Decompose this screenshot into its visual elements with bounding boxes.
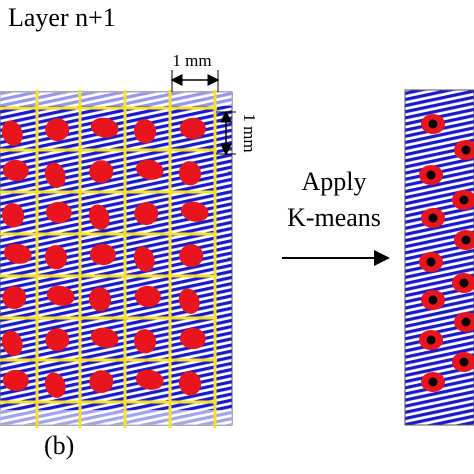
panel-edge	[0, 410, 232, 425]
cluster-centroid	[461, 145, 471, 155]
cluster-centroid	[426, 335, 436, 345]
melt-region	[133, 246, 155, 272]
melt-region	[134, 202, 159, 226]
melt-region	[2, 286, 27, 310]
cluster-centroid	[428, 119, 438, 129]
melt-region	[178, 288, 200, 314]
cluster-centroid	[426, 257, 436, 267]
layer-title: Layer n+1	[8, 3, 116, 32]
melt-region	[135, 369, 164, 390]
scale-bar-horizontal: 1 mm	[170, 51, 220, 92]
melt-region	[89, 160, 114, 184]
melt-region	[2, 369, 29, 392]
melt-region	[45, 201, 72, 224]
melt-region	[1, 120, 23, 146]
melt-region	[178, 161, 202, 186]
melt-region	[44, 245, 68, 270]
cluster-centroid	[428, 377, 438, 387]
cluster-centroid	[428, 295, 438, 305]
melt-region	[45, 118, 70, 142]
melt-region	[90, 117, 119, 138]
cluster-centroid	[459, 278, 469, 288]
melt-region	[1, 330, 23, 356]
panel-edge	[0, 92, 232, 106]
melt-region	[1, 203, 25, 228]
melt-region	[88, 204, 110, 230]
scale-bar-vertical: 1 mm	[216, 110, 259, 156]
melt-region	[134, 285, 161, 308]
melt-region	[179, 117, 206, 140]
melt-region	[2, 159, 29, 182]
cluster-centroid	[428, 213, 438, 223]
melt-region	[44, 372, 66, 398]
arrow-label: K-means	[287, 203, 381, 232]
cluster-centroid	[461, 235, 471, 245]
melt-region	[180, 201, 209, 222]
melt-region	[45, 328, 70, 352]
melt-region	[3, 243, 32, 264]
melt-region	[89, 243, 116, 266]
melt-region	[133, 119, 157, 144]
melt-region	[179, 327, 206, 350]
scale-label: 1 mm	[240, 113, 259, 152]
melt-region	[179, 244, 204, 268]
melt-region	[89, 370, 114, 394]
cluster-centroid	[459, 357, 469, 367]
melt-region	[88, 287, 112, 312]
cluster-centroid	[461, 317, 471, 327]
cluster-centroid	[459, 195, 469, 205]
right-panel	[404, 89, 474, 426]
arrow-label: Apply	[302, 167, 367, 196]
melt-region	[46, 285, 75, 306]
melt-region	[135, 159, 164, 180]
left-panel	[0, 90, 233, 428]
melt-region	[44, 162, 66, 188]
melt-region	[133, 329, 157, 354]
scale-label: 1 mm	[172, 51, 211, 70]
melt-region	[90, 327, 119, 348]
panel-label: (b)	[44, 431, 74, 460]
cluster-centroid	[426, 170, 436, 180]
melt-region	[178, 371, 202, 396]
